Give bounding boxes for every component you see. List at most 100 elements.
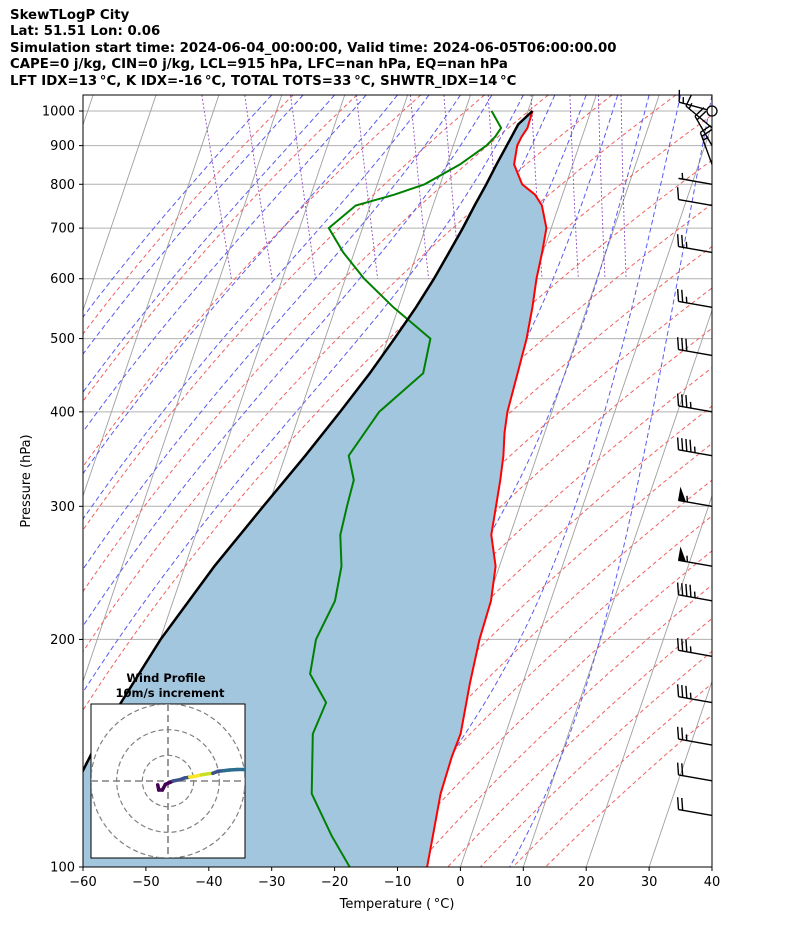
x-axis-label: Temperature ( °C) (339, 897, 455, 912)
x-tick-label: 30 (641, 875, 658, 890)
barb-flag (685, 395, 688, 408)
barb-flag (685, 94, 692, 107)
barb-flag (676, 187, 680, 200)
dry-adiabat-line (83, 95, 358, 403)
dry-adiabat-line (83, 159, 712, 825)
y-axis-label: Pressure (hPa) (19, 434, 34, 527)
barb-half-flag (702, 136, 709, 141)
hodograph-subtitle: 10m/s increment (116, 686, 225, 700)
y-tick-label: 500 (50, 332, 75, 347)
barb-flag (699, 124, 712, 134)
hodograph-title: Wind Profile (126, 671, 206, 685)
wind-barbs (676, 89, 718, 817)
barb-flag (685, 338, 688, 352)
isotherm-line (83, 95, 157, 312)
barb-flag (676, 234, 680, 247)
location-line: Lat: 51.51 Lon: 0.06 (10, 24, 161, 40)
barb-staff (685, 105, 713, 129)
wind-barb (678, 172, 713, 185)
dry-adiabat-line (512, 682, 712, 867)
profiles (83, 110, 548, 867)
moist-adiabat-line (151, 95, 619, 867)
wind-barb (685, 94, 713, 129)
x-tick-label: 40 (704, 875, 721, 890)
mixing-ratio-line (597, 95, 606, 279)
isotherm-line (648, 680, 712, 867)
barb-flag (685, 685, 688, 699)
cin-shaded-area (83, 111, 547, 867)
chart-header: SkewTLogP City Lat: 51.51 Lon: 0.06 Simu… (10, 8, 790, 90)
y-tick-label: 300 (50, 500, 75, 515)
mixing-ratio-line (290, 95, 317, 279)
mixing-ratio-line (201, 95, 232, 279)
barb-flag (676, 437, 680, 450)
barb-flag (689, 584, 692, 598)
wind-barb (676, 797, 713, 817)
x-tick-label: 10 (515, 875, 532, 890)
isotherm-line (83, 95, 283, 683)
wind-barb (677, 486, 713, 507)
moist-adiabat-line (509, 95, 712, 867)
dry-adiabat-line (83, 95, 294, 335)
x-tick-label: −20 (321, 875, 348, 890)
dry-adiabat-line (545, 714, 712, 867)
isotherm-line (585, 494, 712, 867)
moist-adiabat-line (83, 95, 461, 571)
barb-pennant (677, 546, 687, 563)
barb-flag (681, 727, 684, 740)
barb-staff (678, 738, 713, 746)
mixing-ratio-line (409, 95, 430, 279)
barb-flag (681, 234, 684, 248)
barb-flag (676, 797, 680, 810)
moist-adiabat-line (83, 95, 524, 694)
barb-staff (678, 695, 713, 704)
moist-adiabat-line (83, 95, 493, 628)
x-tick-label: −60 (69, 875, 96, 890)
barb-staff (678, 808, 713, 817)
wind-barb (676, 187, 713, 207)
barb-flag (681, 797, 684, 811)
x-tick-label: 20 (578, 875, 595, 890)
wind-barb (676, 684, 713, 704)
moist-adiabat-line (83, 95, 273, 318)
time-line: Simulation start time: 2024-06-04_00:00:… (10, 40, 617, 56)
x-tick-label: 0 (456, 875, 464, 890)
axis-ticks: −60 −50 −40 −30 −20 −10 0 10 20 30 40 100 200 300 400 5… (42, 105, 720, 890)
barb-flag (676, 637, 680, 651)
y-tick-label: 1000 (42, 105, 75, 120)
y-tick-label: 700 (50, 222, 75, 237)
moist-adiabat-line (83, 95, 335, 393)
barb-flag (685, 583, 688, 597)
moist-adiabat-line (83, 95, 304, 355)
barb-staff (678, 245, 713, 254)
barb-staff (678, 649, 713, 657)
wind-barb (676, 393, 713, 413)
temperature-line (426, 110, 548, 867)
barb-flag (681, 638, 684, 652)
x-tick-label: −50 (132, 875, 159, 890)
y-tick-label: 200 (50, 633, 75, 648)
dry-adiabat-line (154, 287, 712, 867)
moist-adiabat-line (367, 95, 681, 867)
barb-flag (681, 583, 684, 596)
indices-line-2: LFT IDX=13 °C, K IDX=-16 °C, TOTAL TOTS=… (10, 73, 517, 89)
barb-flag (694, 107, 705, 117)
barb-staff (678, 300, 713, 308)
wind-barb (676, 762, 713, 782)
barb-staff (678, 177, 713, 185)
wind-barb (676, 637, 713, 657)
barb-flag (685, 639, 688, 652)
moist-adiabat-line (83, 95, 430, 520)
barb-flag (676, 582, 680, 595)
wind-barb (676, 337, 713, 357)
dry-adiabat-line (83, 95, 485, 531)
x-tick-label: −10 (384, 875, 411, 890)
chart-title: SkewTLogP City (10, 8, 130, 23)
barb-flag (676, 762, 680, 776)
dry-adiabat-line (83, 95, 549, 593)
barb-flag (689, 439, 692, 453)
isotherm-line (522, 308, 712, 867)
barb-flag (681, 438, 684, 451)
isotherm-line (711, 865, 712, 867)
wind-barb (676, 726, 713, 746)
